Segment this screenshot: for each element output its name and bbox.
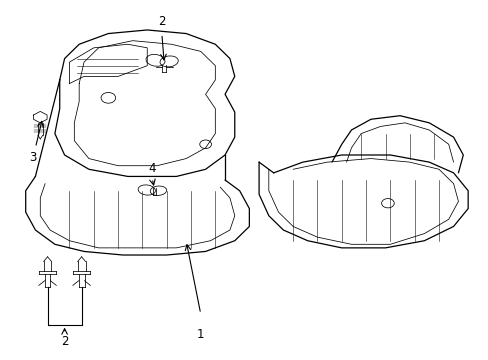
Text: 4: 4	[148, 162, 156, 175]
Text: 2: 2	[158, 15, 165, 28]
Text: 2: 2	[61, 336, 68, 348]
Text: 3: 3	[29, 152, 37, 165]
Text: 1: 1	[197, 328, 204, 341]
